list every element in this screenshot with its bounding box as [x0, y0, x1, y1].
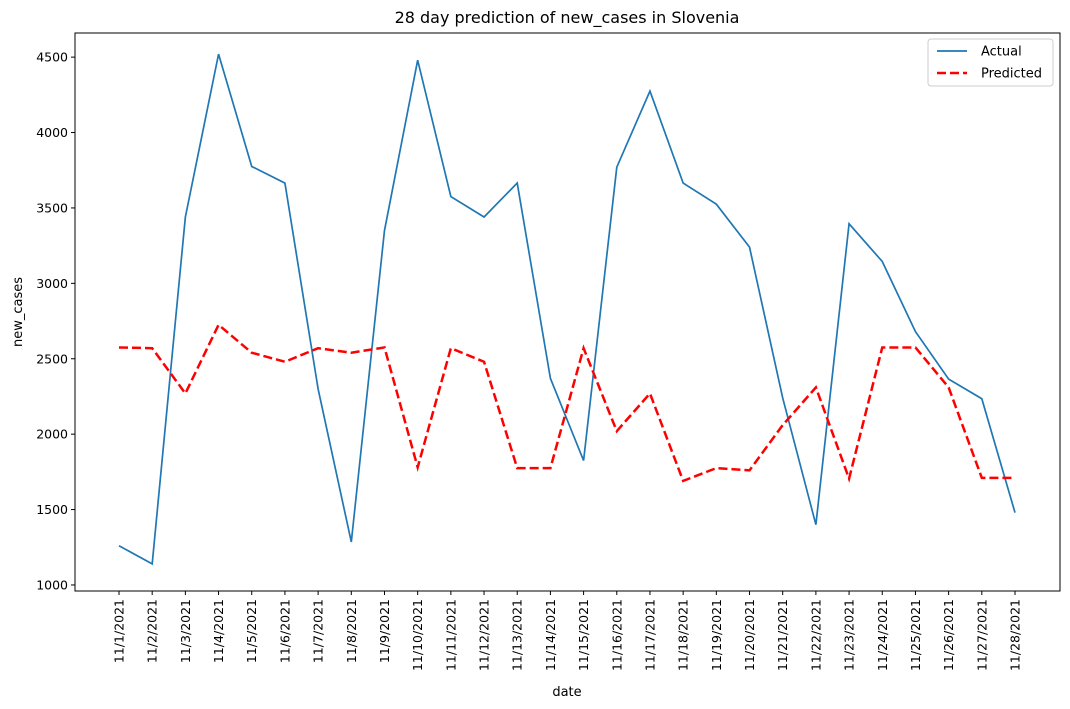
x-axis: 11/1/2021 11/2/2021 11/3/2021 11/4/2021 11/5…	[112, 591, 1023, 671]
x-axis-title: date	[552, 685, 581, 700]
x-tick-label: 11/19/2021	[709, 599, 724, 671]
x-tick-label: 11/26/2021	[941, 599, 956, 671]
series-line-predicted	[118, 322, 1015, 483]
x-tick-label: 11/4/2021	[211, 599, 226, 663]
x-tick-label: 11/15/2021	[576, 599, 591, 671]
x-tick-label: 11/2/2021	[145, 599, 160, 663]
legend-label-predicted: Predicted	[981, 67, 1042, 82]
x-tick-label: 11/27/2021	[974, 599, 989, 671]
y-tick-label: 3500	[36, 200, 68, 215]
x-tick-label: 11/24/2021	[875, 599, 890, 671]
x-tick-label: 11/9/2021	[377, 599, 392, 663]
x-tick-label: 11/12/2021	[477, 599, 492, 671]
x-tick-label: 11/5/2021	[244, 599, 259, 663]
legend: Actual Predicted	[927, 38, 1054, 87]
y-tick-label: 3000	[36, 276, 68, 291]
x-tick-label: 11/3/2021	[178, 599, 193, 663]
x-tick-label: 11/18/2021	[676, 599, 691, 671]
series-line-actual	[118, 53, 1016, 566]
x-tick-label: 11/11/2021	[443, 599, 458, 671]
y-tick-label: 4000	[36, 125, 68, 140]
chart-title: 28 day prediction of new_cases in Sloven…	[395, 8, 740, 28]
y-tick-label: 1000	[36, 577, 68, 592]
y-tick-label: 2500	[36, 351, 68, 366]
y-axis-title: new_cases	[11, 277, 26, 347]
x-tick-label: 11/6/2021	[277, 599, 292, 663]
x-tick-label: 11/17/2021	[642, 599, 657, 671]
x-tick-label: 11/20/2021	[742, 599, 757, 671]
x-tick-label: 11/28/2021	[1008, 599, 1023, 671]
x-tick-label: 11/25/2021	[908, 599, 923, 671]
y-tick-label: 4500	[36, 50, 68, 65]
x-tick-label: 11/22/2021	[808, 599, 823, 671]
x-tick-label: 11/14/2021	[543, 599, 558, 671]
y-tick-label: 1500	[36, 502, 68, 517]
x-tick-label: 11/7/2021	[311, 599, 326, 663]
x-tick-label: 11/1/2021	[112, 599, 127, 663]
x-tick-label: 11/16/2021	[609, 599, 624, 671]
x-tick-label: 11/21/2021	[775, 599, 790, 671]
x-tick-label: 11/23/2021	[842, 599, 857, 671]
legend-label-actual: Actual	[981, 45, 1022, 60]
series-layer	[118, 53, 1016, 566]
x-tick-label: 11/13/2021	[510, 599, 525, 671]
y-tick-label: 2000	[36, 427, 68, 442]
x-tick-label: 11/8/2021	[344, 599, 359, 663]
plot-area	[74, 32, 1061, 592]
y-axis: 1000 1500 2000 2500 3000 3500 4000 4500	[36, 50, 75, 592]
x-tick-label: 11/10/2021	[410, 599, 425, 671]
